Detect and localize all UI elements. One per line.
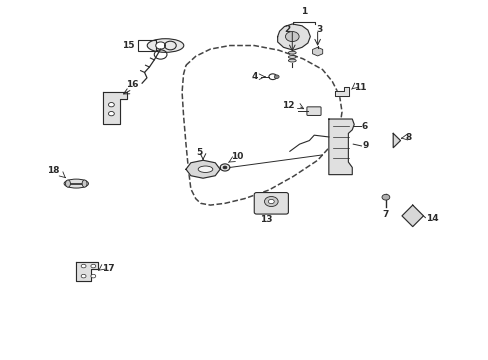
Polygon shape [103, 92, 127, 125]
Ellipse shape [288, 55, 296, 58]
Text: 13: 13 [260, 215, 272, 224]
Polygon shape [277, 24, 310, 50]
Text: 11: 11 [353, 83, 366, 92]
Text: 3: 3 [316, 25, 322, 34]
Circle shape [108, 103, 114, 107]
Circle shape [381, 194, 389, 200]
Polygon shape [392, 134, 400, 148]
Text: 2: 2 [284, 25, 290, 34]
Text: 7: 7 [382, 211, 388, 220]
Text: 18: 18 [47, 166, 59, 175]
Circle shape [156, 42, 165, 49]
Ellipse shape [198, 166, 212, 172]
Polygon shape [334, 87, 348, 96]
Ellipse shape [147, 39, 183, 52]
Ellipse shape [65, 180, 70, 187]
Text: 4: 4 [251, 72, 258, 81]
Text: 8: 8 [405, 133, 411, 142]
Polygon shape [76, 262, 98, 282]
Text: 10: 10 [230, 152, 243, 161]
FancyBboxPatch shape [254, 193, 288, 214]
Circle shape [220, 164, 229, 171]
Ellipse shape [288, 51, 296, 54]
Polygon shape [328, 119, 353, 175]
Polygon shape [185, 160, 220, 178]
Circle shape [264, 197, 278, 207]
Circle shape [91, 264, 96, 268]
Text: 12: 12 [282, 101, 294, 110]
Text: 16: 16 [126, 80, 138, 89]
Circle shape [108, 112, 114, 116]
Ellipse shape [82, 180, 87, 187]
Text: 1: 1 [301, 7, 307, 16]
Text: 9: 9 [362, 141, 368, 150]
Ellipse shape [64, 179, 88, 188]
Text: 6: 6 [361, 122, 367, 131]
Circle shape [81, 274, 86, 278]
Circle shape [268, 199, 274, 204]
Text: 15: 15 [122, 41, 135, 50]
Circle shape [223, 166, 226, 169]
Text: 5: 5 [196, 148, 202, 157]
Circle shape [91, 274, 96, 278]
Polygon shape [401, 205, 423, 226]
Text: 14: 14 [426, 214, 438, 223]
Circle shape [274, 75, 279, 78]
Circle shape [285, 32, 299, 41]
Circle shape [81, 264, 86, 268]
Ellipse shape [288, 59, 296, 62]
Text: 17: 17 [102, 265, 114, 274]
FancyBboxPatch shape [306, 107, 321, 116]
